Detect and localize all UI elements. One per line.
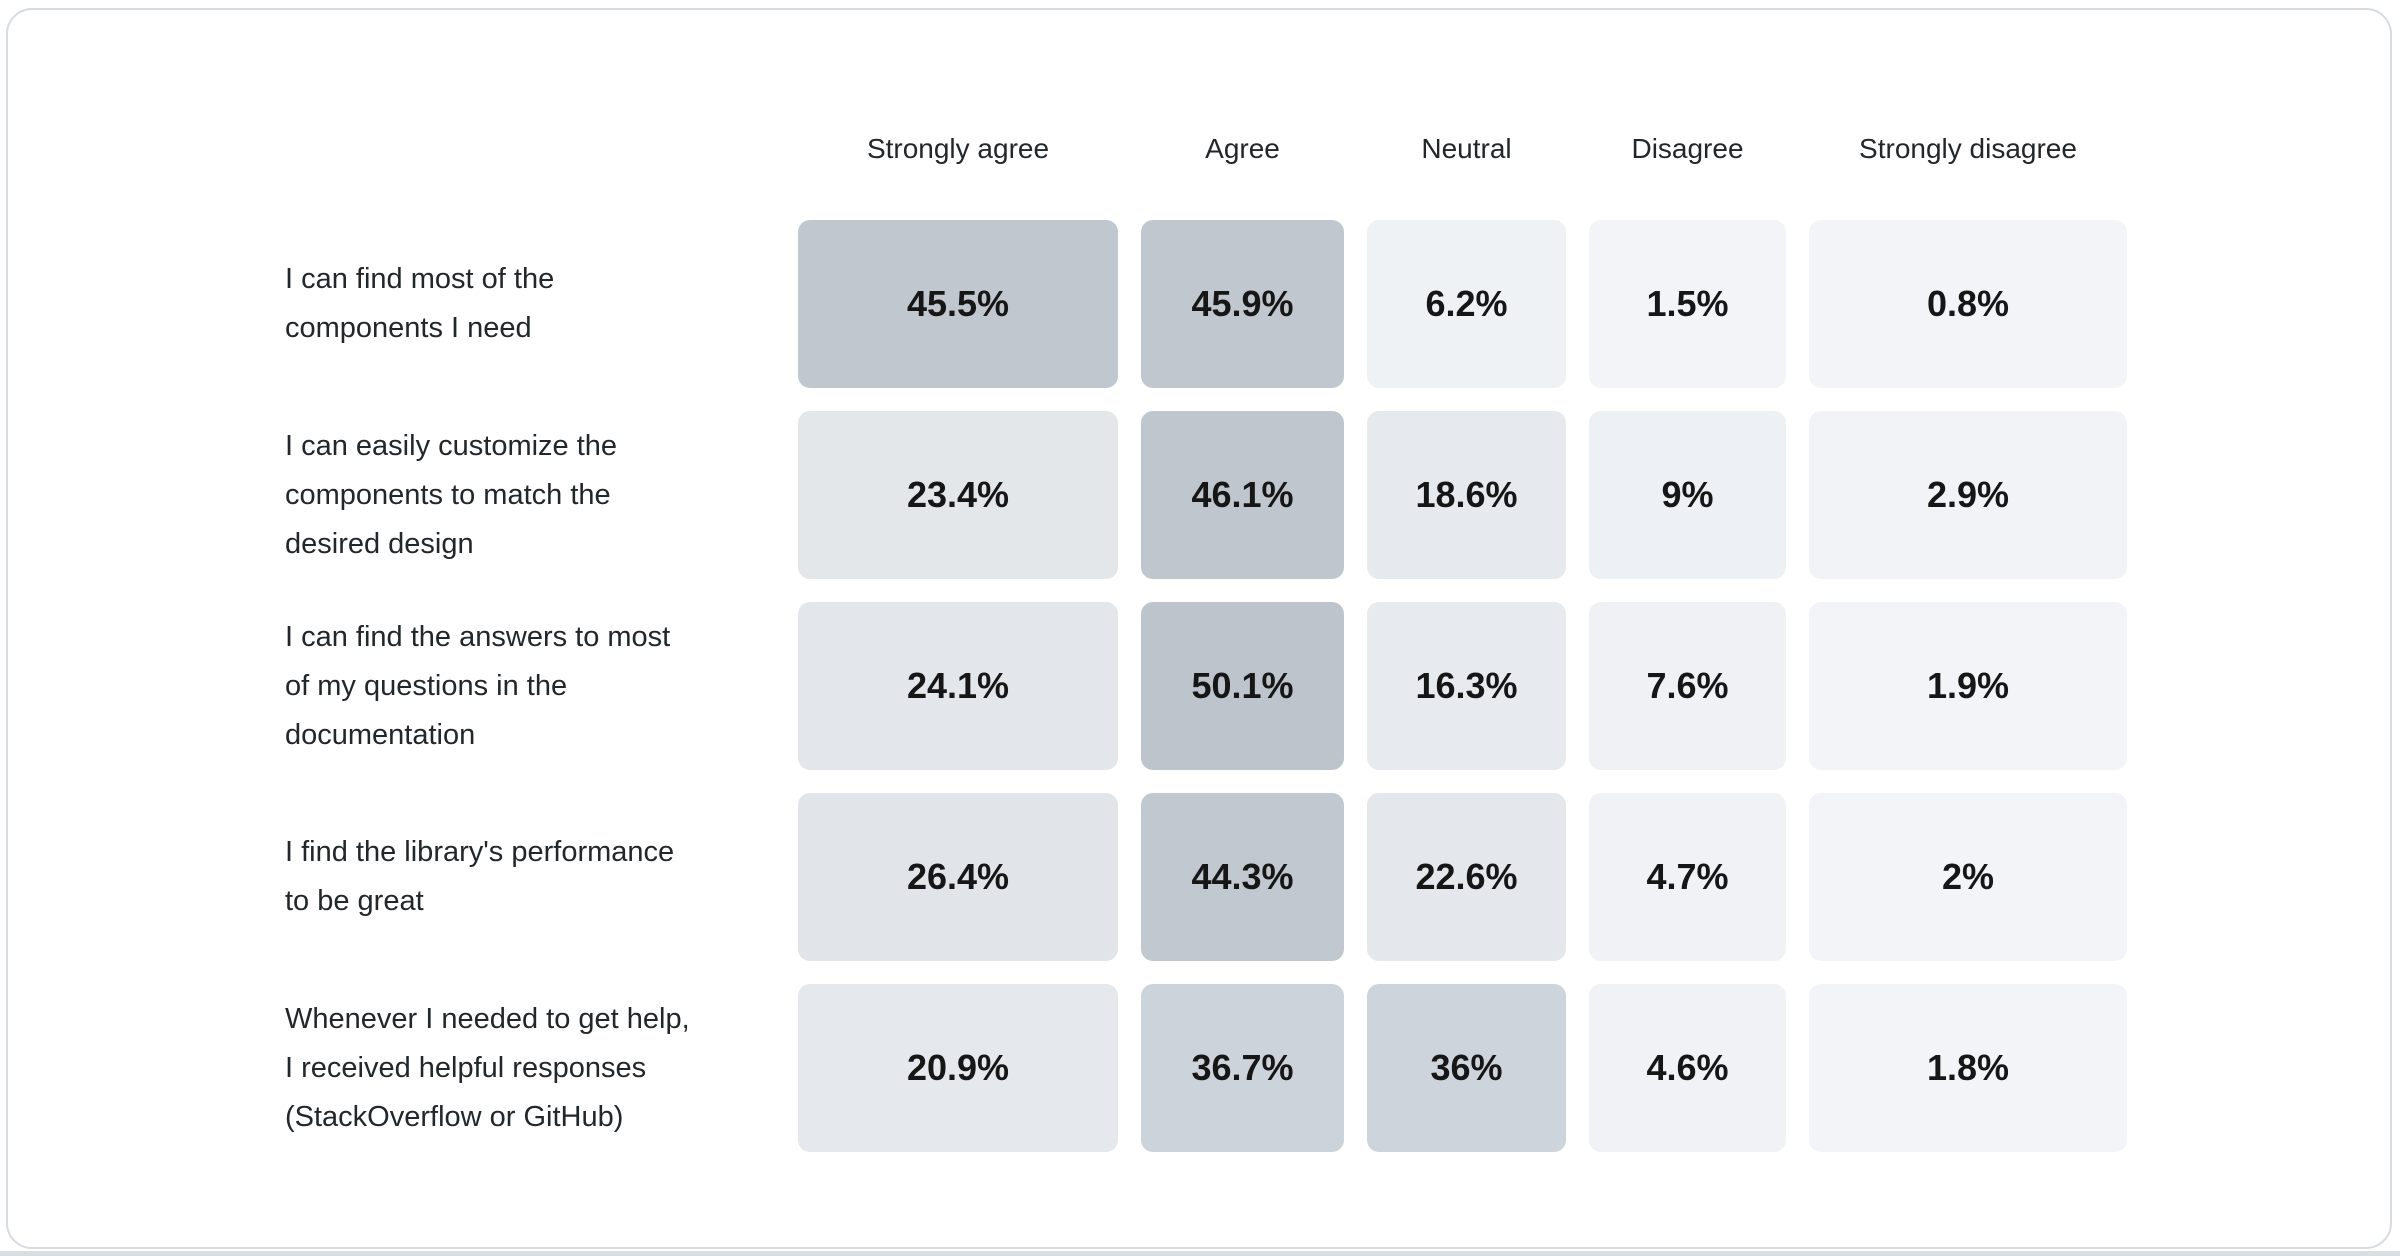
column-header-1: Agree <box>1205 132 1280 164</box>
heatmap-cell: 23.4% <box>798 411 1118 579</box>
column-header-4: Strongly disagree <box>1859 132 2077 164</box>
heatmap-cell: 7.6% <box>1589 602 1786 770</box>
column-header-2: Neutral <box>1421 132 1512 164</box>
heatmap-cell: 1.8% <box>1809 984 2127 1152</box>
column-header-0: Strongly agree <box>866 132 1050 164</box>
heatmap-cell: 50.1% <box>1141 602 1344 770</box>
heatmap-cell: 22.6% <box>1367 793 1566 961</box>
heatmap-cell: 44.3% <box>1141 793 1344 961</box>
row-label-4: Whenever I needed to get help, I receive… <box>285 1002 690 1133</box>
survey-results-card: Strongly agree Agree Neutral Disagree Strong… <box>6 8 2392 1249</box>
heatmap-cell: 9% <box>1589 411 1786 579</box>
heatmap-cell: 45.9% <box>1141 220 1344 388</box>
row-label-3: I find the library's performance to be g… <box>285 836 675 917</box>
heatmap-cell: 1.5% <box>1589 220 1786 388</box>
row-label-2: I can find the answers to most of my que… <box>285 620 671 751</box>
heatmap-cell: 6.2% <box>1367 220 1566 388</box>
heatmap-cell: 2% <box>1809 793 2127 961</box>
bottom-divider <box>0 1251 2400 1256</box>
row-label-1: I can easily customize the components to… <box>285 429 618 560</box>
heatmap-cell: 24.1% <box>798 602 1118 770</box>
heatmap-cell: 16.3% <box>1367 602 1566 770</box>
heatmap-cell: 2.9% <box>1809 411 2127 579</box>
column-header-3: Disagree <box>1631 132 1744 164</box>
heatmap-cell: 26.4% <box>798 793 1118 961</box>
heatmap-cell: 46.1% <box>1141 411 1344 579</box>
row-label-0: I can find most of the components I need <box>285 263 555 344</box>
heatmap-grid: Strongly agree Agree Neutral Disagree Strong… <box>285 100 2127 1152</box>
heatmap-cell: 36% <box>1367 984 1566 1152</box>
corner-spacer <box>285 100 775 197</box>
heatmap-cell: 4.6% <box>1589 984 1786 1152</box>
heatmap-cell: 0.8% <box>1809 220 2127 388</box>
heatmap-cell: 18.6% <box>1367 411 1566 579</box>
heatmap-cell: 20.9% <box>798 984 1118 1152</box>
heatmap-cell: 45.5% <box>798 220 1118 388</box>
heatmap-cell: 4.7% <box>1589 793 1786 961</box>
heatmap-cell: 1.9% <box>1809 602 2127 770</box>
heatmap-cell: 36.7% <box>1141 984 1344 1152</box>
